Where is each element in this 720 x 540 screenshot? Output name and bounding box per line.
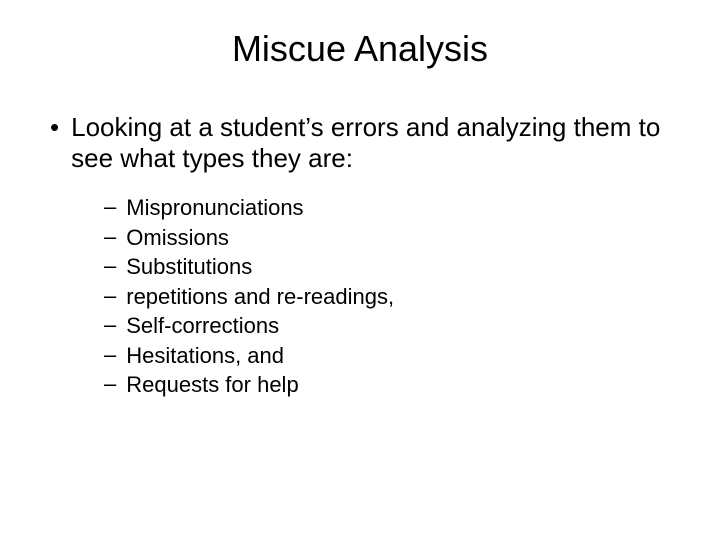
level1-text: Looking at a student’s errors and analyz… [71,112,680,174]
bullet-item-level1: • Looking at a student’s errors and anal… [50,112,680,174]
dash-icon: – [104,253,116,279]
slide-body: • Looking at a student’s errors and anal… [0,70,720,399]
level2-text: Self-corrections [126,312,279,340]
level2-text: Mispronunciations [126,194,303,222]
level2-text: Hesitations, and [126,342,284,370]
slide: Miscue Analysis • Looking at a student’s… [0,0,720,540]
bullet-item-level2: – Omissions [104,224,680,252]
level2-text: Requests for help [126,371,298,399]
level2-text: repetitions and re-readings, [126,283,394,311]
bullet-item-level2: – Self-corrections [104,312,680,340]
bullet-item-level2: – repetitions and re-readings, [104,283,680,311]
bullet-item-level2: – Mispronunciations [104,194,680,222]
dash-icon: – [104,371,116,397]
slide-title: Miscue Analysis [0,0,720,70]
dash-icon: – [104,312,116,338]
bullet-item-level2: – Requests for help [104,371,680,399]
dash-icon: – [104,224,116,250]
bullet-dot-icon: • [50,112,59,143]
level2-text: Substitutions [126,253,252,281]
dash-icon: – [104,283,116,309]
bullet-item-level2: – Hesitations, and [104,342,680,370]
sublist: – Mispronunciations – Omissions – Substi… [50,186,680,399]
dash-icon: – [104,342,116,368]
level2-text: Omissions [126,224,229,252]
dash-icon: – [104,194,116,220]
bullet-item-level2: – Substitutions [104,253,680,281]
